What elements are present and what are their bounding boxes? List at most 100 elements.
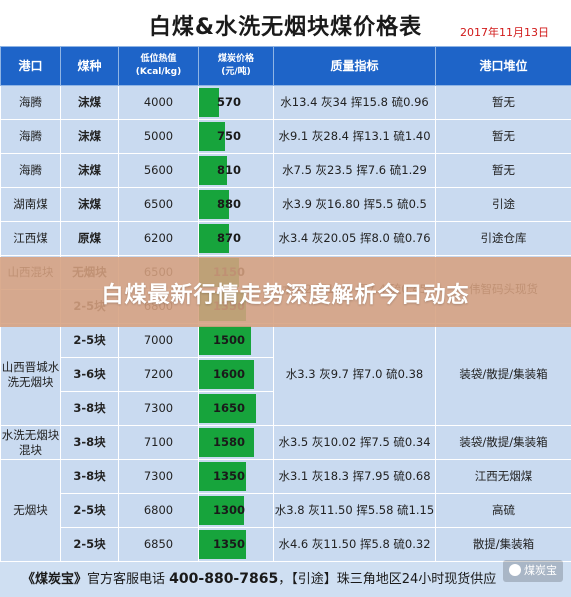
- price-bar: [199, 156, 227, 185]
- cell-kind: 沫煤: [60, 85, 119, 120]
- cell-heat: 6200: [118, 221, 199, 256]
- col-header-port: 港口: [0, 46, 61, 86]
- price-bar: [199, 122, 225, 151]
- table-row: 2-5块 6800 1300 水3.8 灰11.50 挥5.58 硫1.15 高硫: [1, 493, 571, 528]
- price-value: 810: [216, 163, 241, 177]
- cell-quality: 水3.1 灰18.3 挥7.95 硫0.68: [273, 459, 436, 494]
- cell-quality: 水4.6 灰11.50 挥5.8 硫0.32: [273, 527, 436, 562]
- col-header-heat: 低位热值 (Kcal/kg): [118, 46, 199, 86]
- cell-yard: 引途: [435, 187, 571, 222]
- cell-price: 810: [198, 153, 274, 188]
- page-title: 白煤&水洗无烟块煤价格表: [148, 15, 423, 40]
- cell-price: 1500: [198, 323, 274, 358]
- cell-yard: 暂无: [435, 85, 571, 120]
- cell-yard: 江西无烟煤: [435, 459, 571, 494]
- cell-kind: 沫煤: [60, 119, 119, 154]
- header: 白煤&水洗无烟块煤价格表 2017年11月13日: [0, 0, 571, 46]
- table-row: 海腾 沫煤 5000 750 水9.1 灰28.4 挥13.1 硫1.40 暂无: [0, 119, 571, 154]
- cell-heat: 5600: [118, 153, 199, 188]
- date-label: 2017年11月13日: [460, 26, 549, 39]
- banner-text: 白煤最新行情走势深度解析今日动态: [101, 283, 470, 308]
- col-header-heat-text: 低位热值 (Kcal/kg): [135, 54, 182, 77]
- cell-quality: 水3.9 灰16.80 挥5.5 硫0.5: [273, 187, 436, 222]
- price-bar: [199, 360, 254, 389]
- cell-quality: 水3.8 灰11.50 挥5.58 硫1.15: [273, 493, 436, 528]
- cell-quality: 水13.4 灰34 挥15.8 硫0.96: [273, 85, 436, 120]
- col-header-price: 煤炭价格 (元/吨): [198, 46, 274, 86]
- footer-phone: 400-880-7865: [169, 571, 279, 587]
- cell-heat: 7000: [118, 323, 199, 358]
- cell-kind: 2-5块: [60, 323, 119, 358]
- cell-port: 山西晋城水洗无烟块: [0, 323, 61, 426]
- price-bar: [199, 88, 219, 117]
- watermark: 煤炭宝: [503, 560, 563, 582]
- footer-text-2: ，【引途】珠三角地区24小时现货供应: [278, 572, 497, 587]
- cell-yard: 装袋/散提/集装箱: [435, 323, 571, 426]
- table-row: 3-6块 7200 1600: [1, 357, 571, 392]
- cell-kind: 3-6块: [60, 357, 119, 392]
- cell-price: 1350: [198, 527, 274, 562]
- cell-port: 海腾: [0, 153, 61, 188]
- cell-port: 江西煤: [0, 221, 61, 256]
- price-bar: [199, 428, 254, 457]
- cell-port: 湖南煤: [0, 187, 61, 222]
- price-value: 570: [216, 95, 241, 109]
- cell-quality: 水3.5 灰10.02 挥7.5 硫0.34: [273, 425, 436, 460]
- col-header-kind: 煤种: [60, 46, 119, 86]
- table-row: 海腾 沫煤 4000 570 水13.4 灰34 挥15.8 硫0.96 暂无: [0, 85, 571, 120]
- price-value: 1650: [212, 401, 245, 415]
- col-header-yard: 港口堆位: [435, 46, 571, 86]
- price-bar: [199, 462, 246, 491]
- table-row: 3-8块 7300 1650: [1, 391, 571, 426]
- price-bar: [199, 326, 251, 355]
- cell-port: 海腾: [0, 85, 61, 120]
- watermark-text: 煤炭宝: [524, 564, 557, 577]
- cell-yard: 暂无: [435, 119, 571, 154]
- cell-kind: 2-5块: [60, 493, 119, 528]
- table-row: 江西煤 原煤 6200 870 水3.4 灰20.05 挥8.0 硫0.76 引途仓库: [0, 221, 571, 256]
- cell-kind: 3-8块: [60, 425, 119, 460]
- price-bar: [199, 530, 246, 559]
- cell-yard: 装袋/散提/集装箱: [435, 425, 571, 460]
- footer-text-1: 官方客服电话: [87, 572, 166, 587]
- price-value: 1350: [212, 469, 245, 483]
- cell-heat: 7100: [118, 425, 199, 460]
- cell-yard: 高硫: [435, 493, 571, 528]
- table-row: 无烟块 3-8块 7300 1350 水3.1 灰18.3 挥7.95 硫0.68 江西无…: [0, 459, 571, 562]
- wechat-icon: [509, 564, 521, 576]
- cell-kind: 3-8块: [60, 459, 119, 494]
- cell-price: 1300: [198, 493, 274, 528]
- price-value: 1300: [212, 503, 245, 517]
- cell-kind: 沫煤: [60, 153, 119, 188]
- table-row: 山西晋城水洗无烟块 2-5块 7000 1500 水3.3 灰9.7 挥7.0 硫0.3…: [0, 323, 571, 426]
- price-bar: [199, 394, 256, 423]
- cell-price: 880: [198, 187, 274, 222]
- cell-kind: 沫煤: [60, 187, 119, 222]
- col-header-quality: 质量指标: [273, 46, 436, 86]
- table-row: 海腾 沫煤 5600 810 水7.5 灰23.5 挥7.6 硫1.29 暂无: [0, 153, 571, 188]
- cell-quality: 水9.1 灰28.4 挥13.1 硫1.40: [273, 119, 436, 154]
- cell-kind: 原煤: [60, 221, 119, 256]
- cell-quality: 水3.3 灰9.7 挥7.0 硫0.38: [273, 323, 436, 426]
- cell-price: 870: [198, 221, 274, 256]
- cell-yard: 引途仓库: [435, 221, 571, 256]
- col-header-price-text: 煤炭价格 (元/吨): [217, 54, 254, 77]
- price-value: 1500: [212, 333, 245, 347]
- price-value: 750: [216, 129, 241, 143]
- table-row: 水洗无烟块混块 3-8块 7100 1580 水3.5 灰10.02 挥7.5 硫0.3…: [0, 425, 571, 460]
- price-bar: [199, 190, 229, 219]
- cell-price: 1350: [198, 459, 274, 494]
- price-bar: [199, 496, 244, 525]
- cell-heat: 6800: [118, 493, 199, 528]
- footer: 《煤炭宝》官方客服电话 400-880-7865，【引途】珠三角地区24小时现货…: [0, 562, 571, 597]
- cell-heat: 4000: [118, 85, 199, 120]
- price-value: 1600: [212, 367, 245, 381]
- cell-port: 海腾: [0, 119, 61, 154]
- price-value: 1350: [212, 537, 245, 551]
- cell-kind: 3-8块: [60, 391, 119, 426]
- cell-heat: 5000: [118, 119, 199, 154]
- cell-quality: 水3.4 灰20.05 挥8.0 硫0.76: [273, 221, 436, 256]
- table-header-row: 港口 煤种 低位热值 (Kcal/kg) 煤炭价格 (元/吨) 质量指标 港口堆…: [0, 46, 571, 86]
- cell-heat: 7300: [118, 459, 199, 494]
- cell-kind: 2-5块: [60, 527, 119, 562]
